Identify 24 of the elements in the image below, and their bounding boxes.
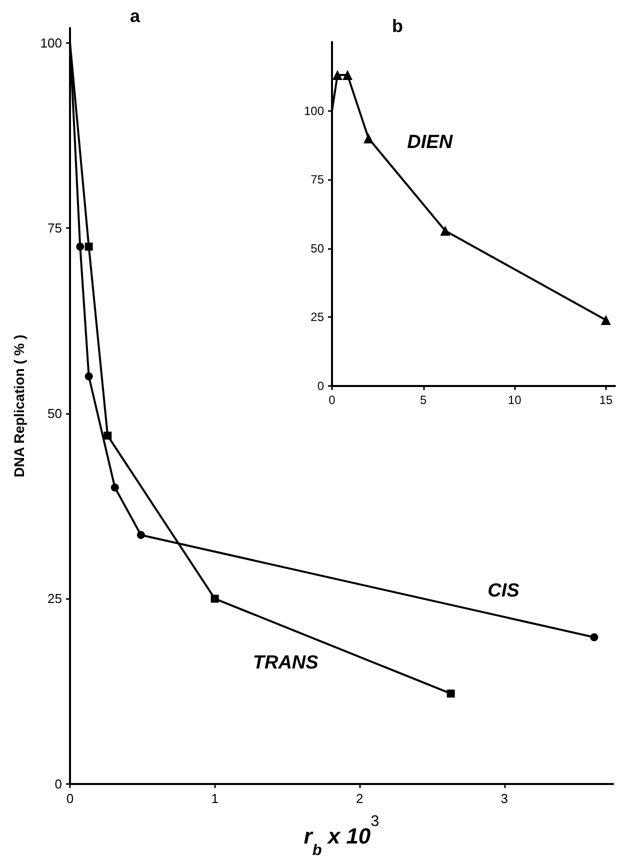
chart-title: a <box>130 6 141 26</box>
x-tick-label: 10 <box>508 393 522 407</box>
y-tick-label: 0 <box>54 776 62 792</box>
y-tick-label: 75 <box>48 220 62 236</box>
chart-title: b <box>392 16 403 36</box>
y-tick-label: 100 <box>40 35 62 50</box>
y-tick-label: 25 <box>48 591 62 606</box>
y-tick-label: 0 <box>317 379 324 393</box>
series-label: TRANS <box>252 652 319 674</box>
y-tick-label: 50 <box>48 406 62 421</box>
x-tick-label: 1 <box>211 791 218 806</box>
x-tick-label: 0 <box>328 393 336 407</box>
x-tick-label: 5 <box>420 393 427 407</box>
y-tick-label: 100 <box>304 104 324 118</box>
series-label: DIEN <box>407 132 454 153</box>
y-tick-label: 25 <box>310 310 324 324</box>
x-tick-label: 15 <box>599 393 613 407</box>
x-tick-label: 3 <box>500 791 508 806</box>
x-tick-label: 2 <box>356 791 364 806</box>
x-tick-label: 0 <box>66 791 74 806</box>
y-axis-title: DNA Replication ( % ) <box>11 334 27 478</box>
series-label: CIS <box>488 580 520 602</box>
y-tick-label: 50 <box>310 241 324 256</box>
y-tick-label: 75 <box>310 172 324 187</box>
